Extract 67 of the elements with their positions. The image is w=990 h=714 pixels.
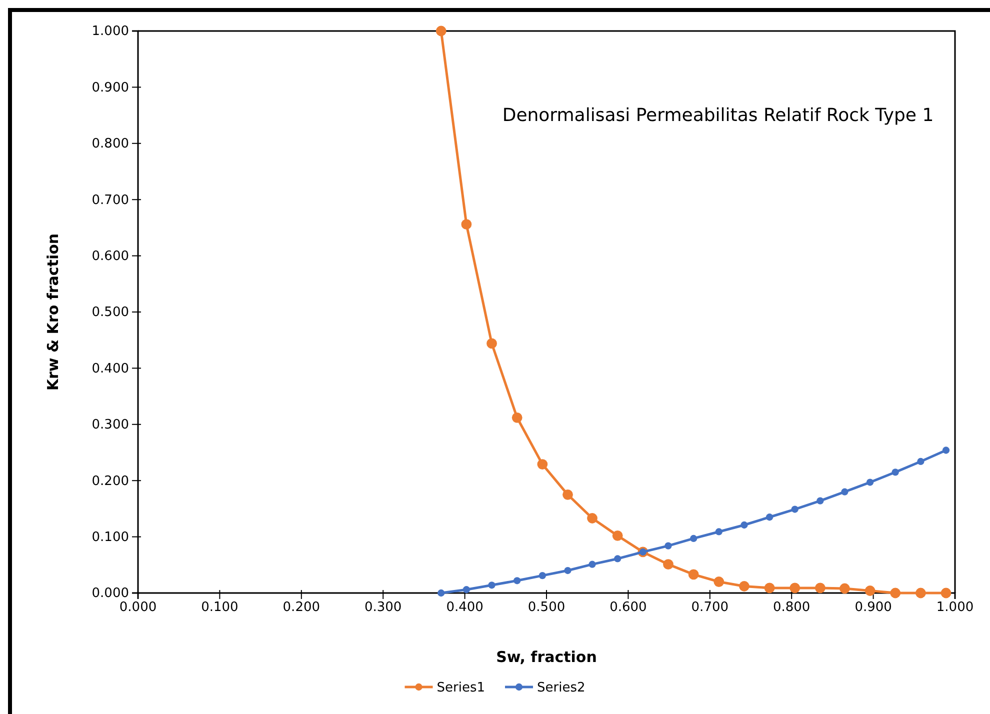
point — [588, 560, 596, 568]
point — [942, 446, 950, 454]
point — [612, 530, 623, 541]
x-tick-label: 0.500 — [528, 600, 566, 616]
y-tick-label: 0.700 — [92, 192, 129, 208]
point — [917, 458, 924, 466]
point — [740, 521, 748, 529]
y-tick-label: 0.500 — [92, 305, 129, 320]
point — [866, 478, 874, 486]
point — [940, 588, 952, 598]
x-tick-label: 0.000 — [119, 600, 157, 616]
point — [714, 576, 724, 587]
x-tick-label: 0.900 — [854, 600, 892, 616]
y-tick-label: 0.200 — [92, 474, 129, 489]
x-tick-label: 0.100 — [201, 600, 238, 616]
point — [790, 582, 800, 594]
y-tick-label: 0.900 — [92, 80, 129, 96]
x-tick-label: 0.600 — [610, 600, 647, 616]
point — [841, 488, 848, 496]
point — [562, 489, 573, 500]
x-axis-title: Sw, fraction — [496, 648, 597, 666]
point — [890, 588, 901, 598]
point — [564, 566, 572, 574]
point — [690, 534, 698, 542]
x-tick-label: 0.200 — [282, 600, 320, 616]
point — [461, 219, 472, 230]
point — [512, 412, 522, 423]
legend-label: Series2 — [537, 680, 586, 696]
point — [514, 577, 521, 584]
point — [816, 497, 824, 504]
point — [766, 514, 774, 521]
y-tick-label: 1.000 — [92, 24, 129, 40]
point — [791, 506, 798, 513]
x-tick-label: 0.800 — [772, 600, 810, 616]
point — [462, 586, 470, 594]
text: Denormalisasi Permeabilitas Relatif Rock Type 1 — [502, 105, 934, 126]
point — [663, 559, 674, 570]
point — [438, 589, 445, 597]
point — [436, 26, 446, 36]
legend-label: Series1 — [436, 680, 485, 696]
point — [538, 572, 546, 580]
point — [688, 569, 699, 580]
point — [764, 582, 775, 594]
y-axis-title: Krw & Kro fraction — [44, 233, 62, 391]
point — [864, 586, 876, 596]
x-tick-label: 0.700 — [691, 600, 729, 616]
y-tick-label: 0.100 — [92, 530, 129, 545]
y-tick-label: 0.400 — [92, 361, 129, 376]
point — [840, 583, 850, 594]
y-tick-label: 0.800 — [92, 136, 129, 152]
point — [587, 513, 598, 524]
point — [614, 555, 622, 562]
point — [892, 468, 899, 476]
point — [488, 582, 496, 589]
point — [486, 338, 497, 349]
point — [915, 588, 926, 598]
y-tick-label: 0.000 — [92, 586, 129, 602]
x-tick-label: 0.300 — [364, 600, 402, 616]
x-tick-label: 0.400 — [446, 600, 484, 616]
point — [664, 542, 672, 550]
point — [537, 459, 548, 470]
x-tick-label: 1.000 — [936, 600, 974, 616]
point — [715, 528, 722, 536]
point — [814, 582, 826, 594]
y-tick-label: 0.300 — [92, 418, 129, 433]
y-tick-label: 0.600 — [92, 248, 129, 264]
point — [739, 581, 750, 592]
